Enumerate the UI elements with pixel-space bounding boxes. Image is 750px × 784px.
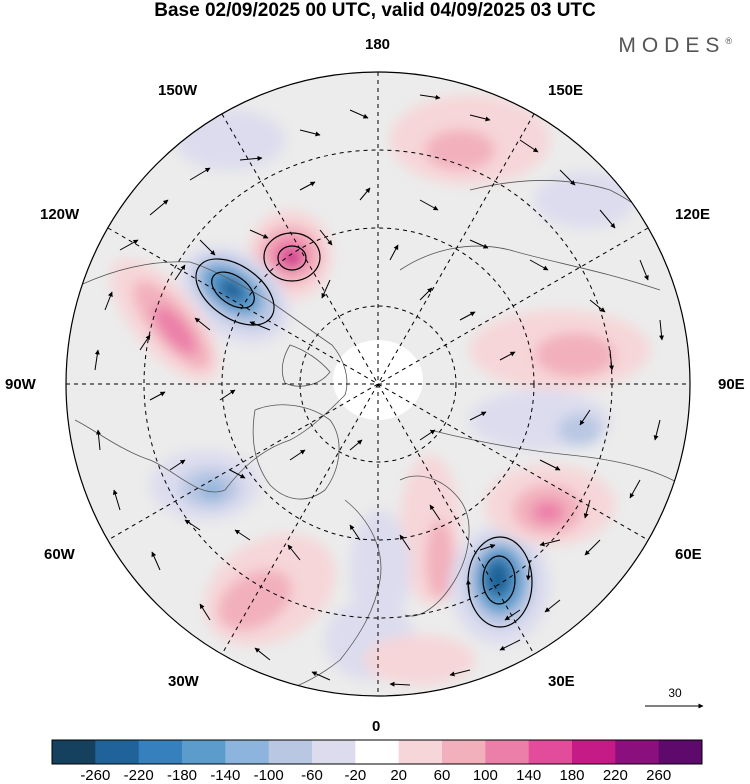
wind-vectors [94,94,665,687]
lon-label-150w: 150W [158,82,198,99]
colorbar-tick-label: 180 [559,767,585,784]
lon-label-30w: 30W [168,673,199,690]
colorbar-tick-label: 140 [516,767,542,784]
colorbar-tick-label: -140 [210,767,241,784]
colorbar-swatch [182,740,226,764]
colorbar-swatch [138,740,183,764]
colorbar-tick-label: 220 [602,767,628,784]
coastlines [69,180,690,696]
colorbar-tick-label: 100 [472,767,498,784]
colorbar-tick-label: 20 [390,767,407,784]
lon-label-180: 180 [365,36,391,53]
lon-label-120e: 120E [675,206,711,223]
reference-vector-label: 30 [668,686,682,700]
lon-label-120w: 120W [40,206,80,223]
chart-title: Base 02/09/2025 00 UTC, valid 04/09/2025… [154,0,596,21]
colorbar-tick-label: 260 [646,767,672,784]
lon-label-30e: 30E [548,673,575,690]
brand-name: MODES [618,34,726,57]
lon-label-90e: 90E [718,376,745,393]
colorbar-ticks: -260 -220 -180 -140 -100 -60 -20 20 60 100 140 180 2… [52,767,702,784]
colorbar-tick-label: -260 [80,767,111,784]
colorbar-swatch [485,740,530,764]
colorbar-tick-label: -220 [123,767,154,784]
colorbar-tick-label: -100 [253,767,284,784]
colorbar-tick-label: 60 [433,767,451,784]
colorbar-swatch [398,740,443,764]
colorbar-frame [51,739,703,765]
colorbar-tick-label: -20 [344,767,367,784]
colorbar-swatch [572,740,616,764]
colorbar-swatch [268,740,313,764]
lon-label-90w: 90W [5,376,36,393]
map-border [65,71,691,697]
colorbar [51,739,703,765]
colorbar-swatch [355,740,400,764]
colorbar-swatch [95,740,140,764]
colorbar-swatch [528,740,573,764]
colorbar-swatch [225,740,270,764]
lon-label-0: 0 [372,718,381,735]
colorbar-tick-label: -60 [301,767,323,784]
colorbar-swatch [52,740,96,764]
lon-label-60w: 60W [44,546,75,563]
colorbar-swatch [658,740,703,764]
lon-label-150e: 150E [548,82,584,99]
graticule [66,72,690,696]
colorbar-tick-label: -180 [166,767,198,784]
colorbar-swatch [615,740,660,764]
colorbar-swatch [442,740,486,764]
colorbar-swatch [312,740,356,764]
lon-label-60e: 60E [675,546,702,563]
brand-logo: MODES® [618,34,732,58]
registered-mark: ® [725,36,732,46]
map-disk [66,72,690,696]
